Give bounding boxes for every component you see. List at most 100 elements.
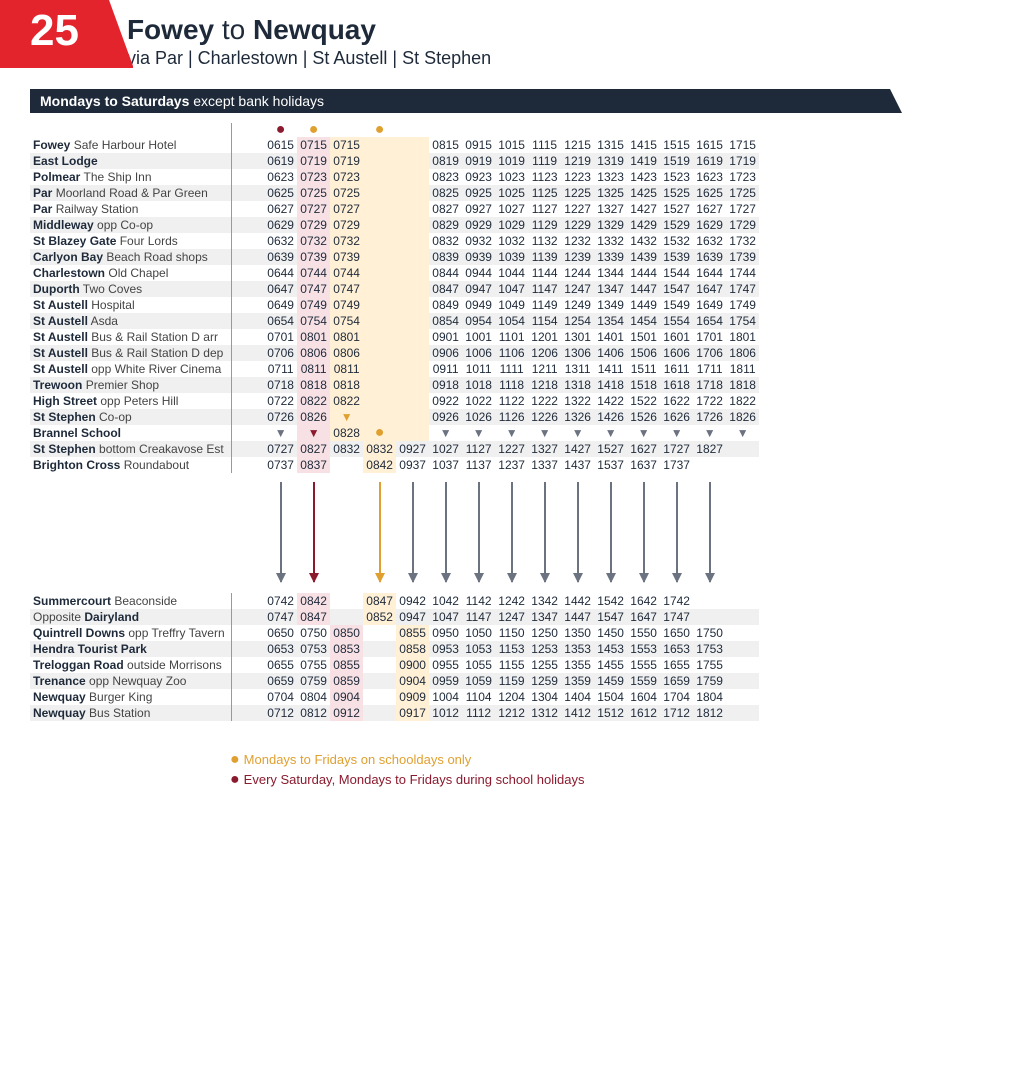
time-cell: 0727 [330,201,363,217]
route-number-badge: 25 [0,0,109,68]
time-cell: 1712 [660,705,693,721]
time-cell: 0925 [462,185,495,201]
time-cell: 1315 [594,137,627,153]
time-cell: 0932 [462,233,495,249]
time-cell [396,249,429,265]
time-cell: 0749 [297,297,330,313]
via-line: via Par | Charlestown | St Austell | St … [127,48,491,69]
time-cell [396,169,429,185]
stop-name: Newquay Burger King [30,689,231,705]
time-cell: 1227 [495,441,528,457]
timetable-row: Newquay Burger King070408040904090910041… [30,689,759,705]
timetable-row: Summercourt Beaconside074208420847094210… [30,593,759,609]
days-rest: except bank holidays [193,93,324,109]
time-cell: 0901 [429,329,462,345]
time-cell: 0729 [330,217,363,233]
time-cell: 1525 [660,185,693,201]
time-cell: 1225 [561,185,594,201]
time-cell: 0619 [264,153,297,169]
time-cell: 0955 [429,657,462,673]
time-cell: 1415 [627,137,660,153]
time-cell: 1044 [495,265,528,281]
time-cell: 1627 [693,201,726,217]
time-cell: 1639 [693,249,726,265]
timetable-row: Brighton Cross Roundabout073708370842093… [30,457,759,473]
time-cell: 0732 [330,233,363,249]
stop-name: St Austell opp White River Cinema [30,361,231,377]
time-cell: 1226 [528,409,561,425]
time-cell: 0850 [330,625,363,641]
legend-item: ●Every Saturday, Mondays to Fridays duri… [230,771,1020,789]
time-cell: 0812 [297,705,330,721]
days-bold: Mondays to Saturdays [40,93,189,109]
time-cell: 1149 [528,297,561,313]
time-cell: 0625 [264,185,297,201]
stop-name: Opposite Dairyland [30,609,231,625]
time-cell: 1127 [528,201,561,217]
time-cell [363,625,396,641]
time-cell: 0818 [297,377,330,393]
time-cell: 0704 [264,689,297,705]
time-cell: 0950 [429,625,462,641]
time-cell: 0855 [330,657,363,673]
time-cell [363,689,396,705]
time-cell [396,297,429,313]
time-cell: 1201 [528,329,561,345]
time-cell: 1006 [462,345,495,361]
column-note-dot: ● [363,123,396,137]
connector-arrow [495,473,528,593]
destination: Newquay [253,14,376,45]
time-cell: 1047 [429,609,462,625]
time-cell: 0739 [330,249,363,265]
time-cell: 1129 [528,217,561,233]
time-cell: ▼ [264,425,297,441]
time-cell: 1719 [726,153,759,169]
time-cell: 1555 [627,657,660,673]
time-cell: 0927 [462,201,495,217]
time-cell: 0754 [330,313,363,329]
time-cell [396,185,429,201]
time-cell [363,297,396,313]
time-cell: ▼ [561,425,594,441]
time-cell [396,137,429,153]
connector-arrow [627,473,660,593]
time-cell: 1422 [594,393,627,409]
time-cell: 1722 [693,393,726,409]
time-cell: 1444 [627,265,660,281]
time-cell: 0912 [330,705,363,721]
time-cell: 1053 [462,641,495,657]
time-cell [396,313,429,329]
time-cell: 0939 [462,249,495,265]
time-cell: 1011 [462,361,495,377]
time-cell: 1750 [693,625,726,641]
time-cell [363,137,396,153]
time-cell: 1215 [561,137,594,153]
time-cell: 0653 [264,641,297,657]
time-cell: 1211 [528,361,561,377]
time-cell [726,441,759,457]
time-cell: 1742 [660,593,693,609]
time-cell [396,361,429,377]
time-cell: 1553 [627,641,660,657]
time-cell: 1826 [726,409,759,425]
time-cell: 1329 [594,217,627,233]
stop-name: Carlyon Bay Beach Road shops [30,249,231,265]
timetable: ●●●Fowey Safe Harbour Hotel0615071507150… [30,123,760,721]
time-cell: 1549 [660,297,693,313]
time-cell: 0942 [396,593,429,609]
time-cell: 0659 [264,673,297,689]
time-cell [330,609,363,625]
time-cell: 0918 [429,377,462,393]
time-cell: 1411 [594,361,627,377]
time-cell [726,657,759,673]
time-cell: ▼ [660,425,693,441]
time-cell: 1255 [528,657,561,673]
timetable-row: Trenance opp Newquay Zoo0659075908590904… [30,673,759,689]
time-cell: 1115 [528,137,561,153]
time-cell: 1344 [594,265,627,281]
time-cell: 0647 [264,281,297,297]
time-cell: 1427 [561,441,594,457]
time-cell: 1118 [495,377,528,393]
time-cell: 0959 [429,673,462,689]
time-cell: 0827 [297,441,330,457]
